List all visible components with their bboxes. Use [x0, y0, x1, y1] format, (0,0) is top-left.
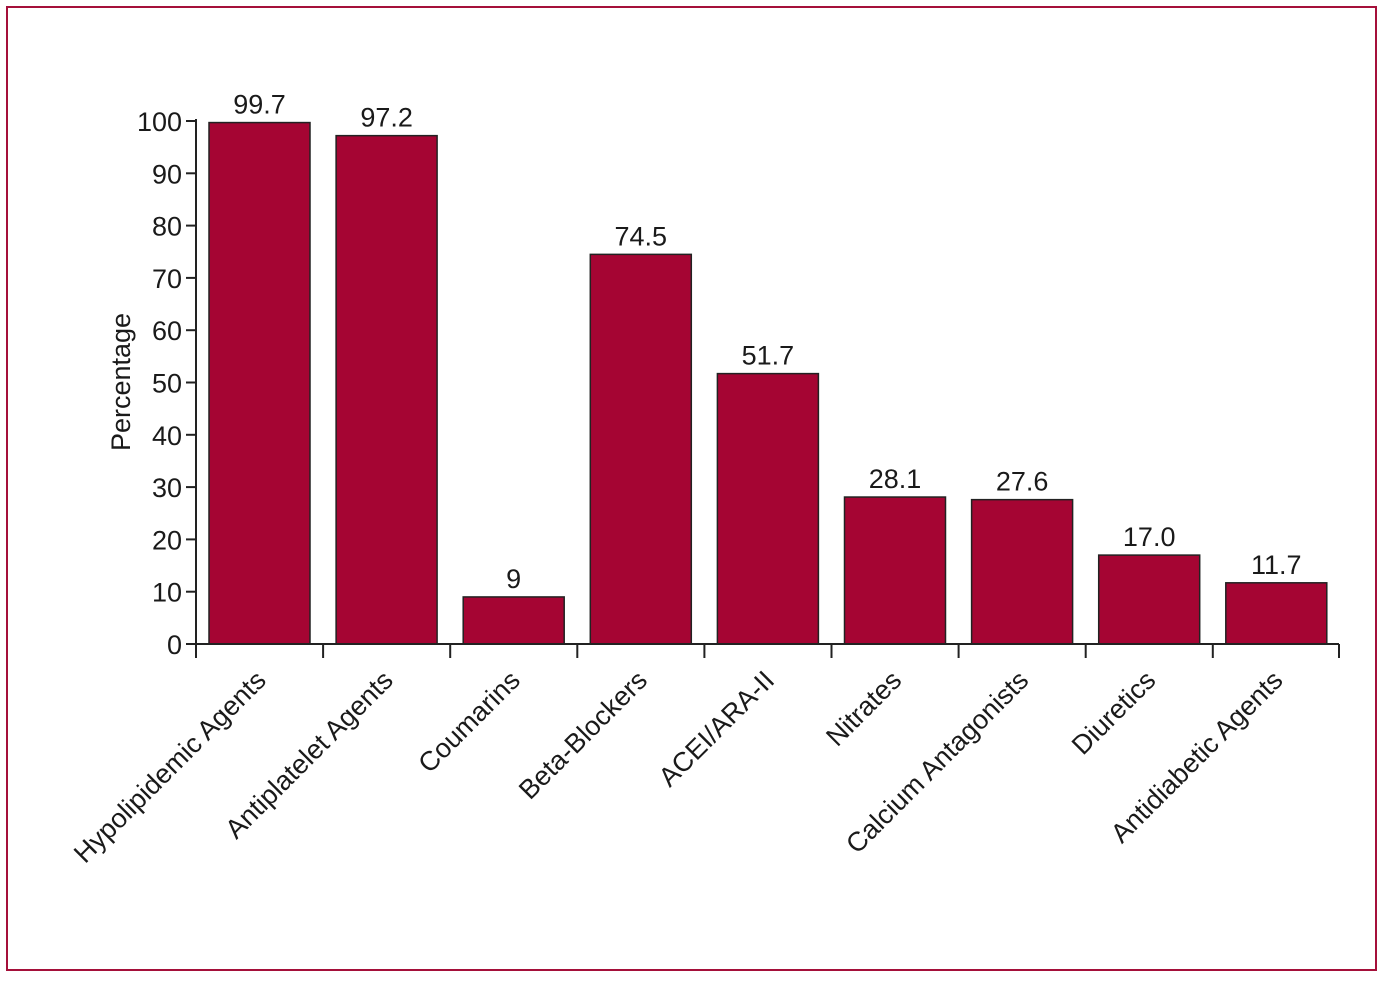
y-tick-label: 90: [152, 159, 182, 189]
bars: [208, 121, 1328, 645]
y-axis-ticks: 0 10 20 30 40 50 60 70 80 90 100: [137, 107, 196, 660]
bar-value-label: 9: [506, 564, 521, 594]
y-tick-label: 50: [152, 369, 182, 399]
bar-value-labels: 99.7 97.2 9 74.5 51.7 28.1 27.6 17.0 11.7: [233, 90, 1301, 594]
y-tick-label: 20: [152, 525, 182, 555]
category-label: Beta-Blockers: [513, 665, 653, 805]
y-tick-label: 10: [152, 578, 182, 608]
bar-diuretics: [1097, 554, 1201, 645]
bar-value-label: 74.5: [615, 221, 668, 251]
x-axis-ticks: [195, 644, 1340, 658]
bar-antiplatelet-agents: [335, 134, 438, 645]
y-axis-title-group: Percentage: [106, 313, 136, 451]
y-tick-label: 0: [167, 630, 182, 660]
bar-hypolipidemic-agents: [208, 121, 311, 645]
bar-value-label: 11.7: [1251, 550, 1302, 580]
bar-value-label: 97.2: [360, 103, 413, 133]
bar-value-label: 28.1: [869, 464, 922, 494]
y-tick-label: 40: [152, 421, 182, 451]
bar-value-label: 51.7: [742, 341, 795, 371]
y-tick-label: 60: [152, 316, 182, 346]
y-tick-label: 70: [152, 264, 182, 294]
bar-coumarins: [462, 596, 565, 645]
y-axis-title: Percentage: [106, 313, 136, 451]
category-label: Nitrates: [820, 665, 907, 752]
y-tick-label: 80: [152, 212, 182, 242]
category-label: ACEI/ARA-II: [653, 665, 780, 792]
category-label: Coumarins: [412, 665, 526, 779]
bar-calcium-antagonists: [970, 498, 1074, 645]
bar-value-label: 27.6: [996, 467, 1049, 497]
bar-beta-blockers: [589, 253, 693, 645]
bar-antidiabetic-agents: [1225, 582, 1328, 645]
bar-value-label: 17.0: [1123, 522, 1176, 552]
bar-value-label: 99.7: [233, 90, 286, 120]
bar-acei-ara-ii: [716, 372, 820, 645]
bar-nitrates: [843, 496, 947, 645]
category-label: Diuretics: [1066, 665, 1161, 760]
y-tick-label: 100: [137, 107, 182, 137]
y-tick-label: 30: [152, 473, 182, 503]
